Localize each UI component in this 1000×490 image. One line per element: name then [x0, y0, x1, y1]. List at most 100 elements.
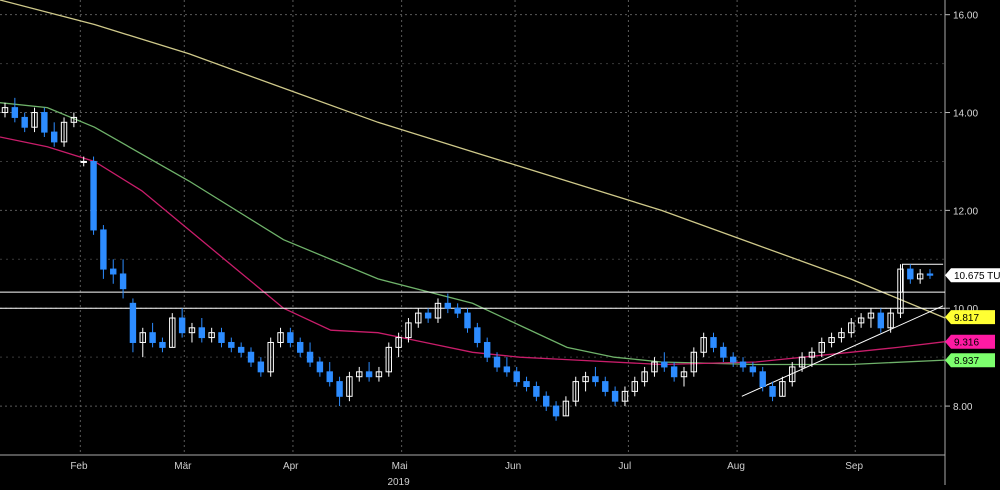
- candle-down: [513, 371, 520, 383]
- candle-down: [552, 405, 560, 417]
- moving-average-line: [0, 0, 946, 319]
- candle-up: [690, 351, 698, 373]
- price-badge-label: 9.817: [954, 313, 979, 324]
- candle-down: [592, 376, 599, 383]
- candle-up: [779, 381, 786, 397]
- candle-down: [149, 332, 156, 343]
- x-tick-label: Feb: [70, 461, 88, 472]
- candle-down: [159, 341, 166, 348]
- candle-down: [326, 371, 333, 383]
- candle-up: [572, 381, 579, 402]
- candle-down: [907, 268, 914, 280]
- candle-up: [1, 107, 9, 114]
- candle-down: [670, 366, 678, 378]
- y-tick-label: 14.00: [953, 109, 978, 120]
- chart-grid: [0, 0, 950, 485]
- candle-up: [641, 371, 648, 383]
- x-axis-year-label: 2019: [387, 477, 410, 488]
- y-tick-label: 8.00: [953, 402, 973, 413]
- candle-up: [60, 121, 68, 143]
- candle-down: [119, 273, 127, 290]
- candle-up: [434, 302, 442, 319]
- x-tick-label: Aug: [727, 461, 745, 472]
- candle-up: [582, 376, 589, 383]
- candle-up: [346, 376, 353, 397]
- moving-average-line: [0, 102, 946, 366]
- candle-down: [110, 268, 117, 275]
- candle-up: [857, 317, 865, 324]
- candle-up: [621, 390, 629, 402]
- price-badge-bg: [945, 353, 995, 368]
- candlesticks: [1, 97, 934, 421]
- candle-down: [464, 312, 471, 329]
- x-axis: Feb Mär Apr Mai Jun Jul Aug Sep 2019: [70, 461, 863, 488]
- candle-down: [336, 381, 343, 397]
- candle-up: [405, 322, 412, 339]
- y-tick-label: 10.00: [953, 304, 978, 315]
- candle-up: [385, 346, 392, 373]
- candle-up: [798, 356, 806, 368]
- candle-down: [503, 366, 511, 373]
- price-badge: 8.937: [945, 353, 995, 368]
- candle-up: [31, 112, 38, 128]
- candle-down: [444, 302, 452, 309]
- candle-down: [365, 371, 373, 378]
- candle-down: [749, 366, 757, 373]
- x-tick-label: Mai: [392, 461, 408, 472]
- range-box-line: [901, 263, 944, 293]
- candle-down: [483, 341, 491, 358]
- candle-down: [474, 327, 481, 343]
- price-badge: 9.817: [945, 310, 995, 325]
- candle-down: [533, 386, 540, 397]
- candle-down: [877, 312, 885, 329]
- candle-up: [680, 371, 688, 378]
- candle-down: [454, 307, 461, 314]
- candle-down: [21, 116, 28, 128]
- candle-up: [267, 341, 274, 373]
- candle-up: [828, 337, 835, 343]
- trendline: [741, 305, 944, 397]
- price-badge-label: 8.937: [954, 356, 979, 367]
- candle-up: [838, 332, 845, 339]
- y-tick-label: 12.00: [953, 206, 978, 217]
- candle-down: [247, 351, 255, 363]
- candle-down: [661, 361, 668, 368]
- price-badge-bg: [945, 334, 995, 349]
- candle-down: [602, 381, 609, 392]
- candle-down: [926, 273, 934, 276]
- candle-up: [356, 371, 363, 378]
- candle-down: [316, 361, 324, 373]
- candle-up: [80, 160, 87, 163]
- x-tick-label: Sep: [845, 461, 863, 472]
- x-tick-label: Apr: [283, 461, 299, 472]
- candle-up: [700, 337, 707, 353]
- price-badge: 9.316: [945, 334, 995, 349]
- price-badge-label: 10.675 TU: [954, 271, 1000, 282]
- x-tick-label: Mär: [174, 461, 192, 472]
- candle-down: [759, 371, 766, 388]
- candle-up: [395, 337, 402, 348]
- candle-down: [50, 131, 58, 143]
- candle-down: [424, 312, 432, 319]
- candle-down: [739, 361, 747, 368]
- candle-up: [789, 366, 796, 383]
- candle-down: [306, 351, 314, 363]
- x-tick-label: Jun: [505, 461, 521, 472]
- candle-down: [228, 341, 235, 348]
- candle-down: [129, 302, 137, 343]
- price-badge-bg: [945, 268, 1000, 283]
- candle-up: [897, 268, 904, 314]
- candle-up: [916, 273, 924, 280]
- price-badge-label: 9.316: [954, 338, 979, 349]
- candle-down: [611, 390, 619, 402]
- candle-down: [729, 356, 737, 363]
- y-axis: 8.00 10.00 12.00 14.00 16.00: [953, 11, 978, 413]
- price-badges: 10.675 TU 9.817 9.316 8.937: [945, 268, 1000, 368]
- candle-down: [198, 327, 206, 339]
- candle-up: [818, 341, 825, 353]
- candle-down: [287, 332, 294, 343]
- candle-up: [375, 371, 383, 378]
- candle-down: [523, 381, 530, 388]
- candle-down: [720, 346, 727, 358]
